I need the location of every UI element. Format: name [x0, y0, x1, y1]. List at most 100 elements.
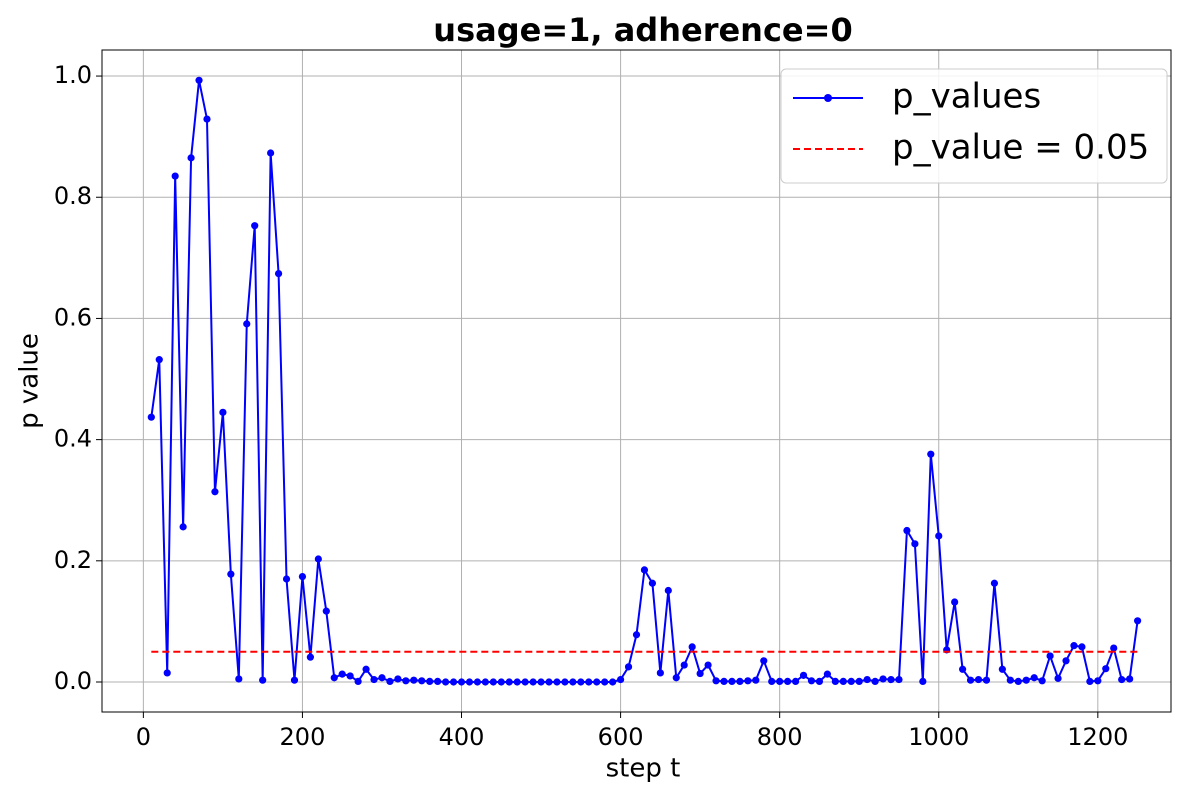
data-point: [1126, 675, 1134, 683]
data-point: [712, 677, 720, 685]
x-tick-label: 800: [757, 723, 803, 751]
data-point: [585, 678, 593, 686]
data-point: [672, 674, 680, 682]
data-point: [362, 665, 370, 673]
x-tick-label: 600: [598, 723, 644, 751]
data-point: [481, 678, 489, 686]
data-point: [831, 677, 839, 685]
data-point: [951, 598, 959, 606]
data-point: [314, 555, 322, 563]
y-tick-label: 0.8: [54, 182, 92, 210]
data-point: [442, 678, 450, 686]
data-point: [227, 570, 235, 578]
data-point: [346, 672, 354, 680]
legend-marker: [824, 94, 832, 102]
data-point: [338, 670, 346, 678]
data-point: [839, 677, 847, 685]
y-tick-label: 0.0: [54, 667, 92, 695]
data-point: [298, 572, 307, 581]
data-point: [815, 677, 824, 685]
data-point: [601, 678, 609, 686]
legend-label: p_values: [892, 77, 1041, 117]
x-tick-label: 0: [136, 723, 151, 751]
data-point: [736, 677, 744, 685]
data-point: [521, 678, 529, 686]
y-axis-label: p value: [15, 333, 45, 429]
data-point: [155, 356, 163, 364]
data-point: [791, 677, 800, 685]
data-point: [306, 653, 314, 661]
data-point: [768, 677, 776, 685]
data-point: [990, 579, 999, 587]
x-tick-label: 1000: [908, 723, 969, 751]
data-point: [744, 677, 752, 685]
y-tick-label: 0.6: [54, 303, 92, 331]
data-point: [1022, 676, 1030, 684]
data-point: [609, 678, 617, 686]
data-point: [632, 631, 641, 639]
data-point: [386, 677, 394, 685]
data-point: [807, 677, 816, 685]
data-point: [402, 677, 410, 685]
data-point: [171, 172, 179, 180]
data-point: [1006, 676, 1014, 684]
data-point: [704, 661, 712, 669]
data-point: [974, 675, 983, 684]
data-point: [982, 676, 991, 684]
data-point: [537, 678, 545, 686]
data-point: [577, 678, 585, 686]
x-tick-label: 1200: [1067, 723, 1128, 751]
plot-frame: [101, 49, 1172, 713]
data-point: [1054, 674, 1062, 682]
data-point: [378, 674, 386, 682]
data-point: [243, 320, 251, 328]
data-point: [426, 677, 434, 685]
data-point: [696, 669, 704, 678]
chart-title: usage=1, adherence=0: [433, 11, 852, 49]
data-point: [935, 532, 943, 540]
data-point: [1110, 644, 1118, 652]
data-point: [330, 674, 338, 682]
data-point: [163, 669, 171, 677]
data-point: [887, 675, 895, 684]
x-axis-label: step t: [606, 754, 681, 784]
data-point: [784, 677, 792, 685]
data-point: [664, 586, 672, 595]
data-point: [434, 677, 442, 685]
data-point: [1014, 677, 1022, 685]
data-point: [919, 677, 927, 685]
data-point: [529, 678, 537, 686]
data-point: [1038, 677, 1046, 685]
data-point: [235, 675, 243, 683]
data-point: [1086, 677, 1094, 685]
data-point: [259, 676, 267, 684]
data-point: [203, 115, 211, 123]
data-point: [1118, 675, 1126, 684]
data-point: [1078, 643, 1086, 651]
data-point: [998, 665, 1006, 673]
data-point: [895, 675, 903, 684]
legend-box: [780, 68, 1168, 184]
data-point: [195, 76, 203, 84]
data-point: [354, 677, 362, 685]
data-point: [1133, 617, 1142, 625]
data-point: [219, 408, 227, 416]
data-point: [1102, 665, 1110, 673]
data-point: [863, 675, 871, 684]
data-point: [267, 149, 275, 157]
data-point: [465, 678, 474, 686]
data-point: [1070, 642, 1078, 650]
data-point: [370, 675, 378, 684]
data-point: [1062, 657, 1070, 665]
data-point: [648, 579, 657, 587]
data-point: [1094, 677, 1102, 685]
data-point: [624, 663, 633, 671]
data-point: [545, 678, 553, 686]
legend-label: p_value = 0.05: [892, 128, 1149, 168]
data-point: [513, 678, 521, 686]
data-point: [656, 669, 664, 677]
data-point: [449, 678, 458, 686]
data-point: [282, 575, 291, 583]
data-point: [752, 676, 760, 684]
